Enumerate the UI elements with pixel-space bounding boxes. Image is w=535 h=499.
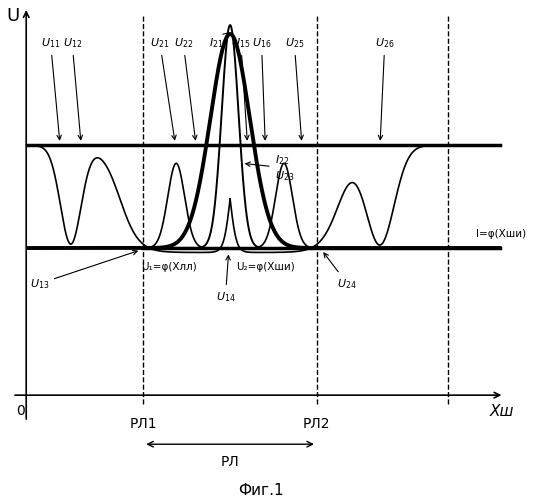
Text: U₁=φ(Xлл): U₁=φ(Xлл) bbox=[141, 262, 197, 272]
Text: 0: 0 bbox=[16, 404, 25, 418]
Text: $U_{15}$: $U_{15}$ bbox=[231, 36, 250, 140]
Text: $U_{12}$: $U_{12}$ bbox=[63, 36, 82, 140]
Text: $U_{26}$: $U_{26}$ bbox=[375, 36, 394, 140]
Text: U: U bbox=[6, 7, 20, 25]
Text: $U_{14}$: $U_{14}$ bbox=[216, 255, 235, 304]
Text: РЛ: РЛ bbox=[221, 455, 240, 469]
Text: $U_{21}$: $U_{21}$ bbox=[150, 36, 176, 140]
Text: $I_{21}$: $I_{21}$ bbox=[209, 32, 228, 50]
Text: U₂=φ(Xши): U₂=φ(Xши) bbox=[236, 262, 295, 272]
Text: РЛ1: РЛ1 bbox=[129, 418, 157, 432]
Text: $U_{13}$: $U_{13}$ bbox=[29, 250, 137, 290]
Text: РЛ2: РЛ2 bbox=[303, 418, 331, 432]
Text: I=φ(Xши): I=φ(Xши) bbox=[476, 230, 526, 240]
Text: Фиг.1: Фиг.1 bbox=[238, 483, 284, 498]
Text: $U_{11}$: $U_{11}$ bbox=[41, 36, 62, 140]
Text: $U_{25}$: $U_{25}$ bbox=[285, 36, 304, 140]
Text: Xш: Xш bbox=[490, 404, 514, 419]
Text: $U_{22}$: $U_{22}$ bbox=[173, 36, 197, 140]
Text: $U_{16}$: $U_{16}$ bbox=[252, 36, 271, 140]
Text: $U_{24}$: $U_{24}$ bbox=[324, 253, 357, 290]
Text: $I_{22}$
$U_{23}$: $I_{22}$ $U_{23}$ bbox=[246, 153, 294, 183]
